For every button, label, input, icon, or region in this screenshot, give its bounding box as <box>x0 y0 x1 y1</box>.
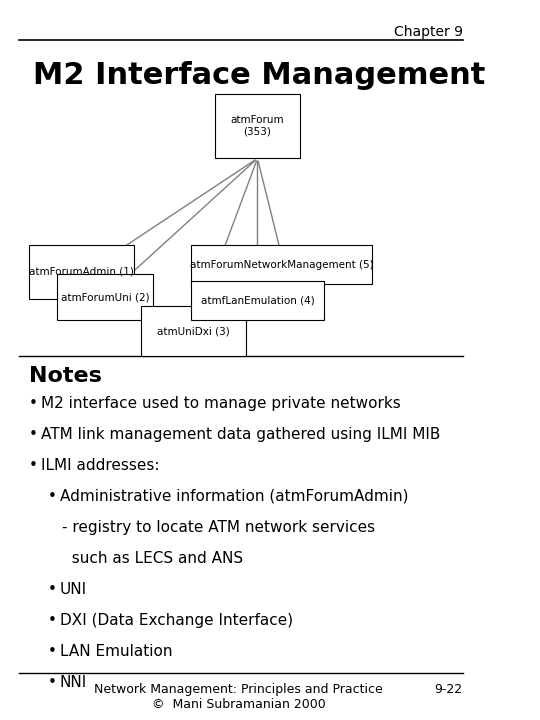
FancyBboxPatch shape <box>191 245 372 284</box>
Text: ATM link management data gathered using ILMI MIB: ATM link management data gathered using … <box>40 427 440 442</box>
Text: atmForumNetworkManagement (5): atmForumNetworkManagement (5) <box>190 260 373 269</box>
Text: •: • <box>48 644 57 659</box>
FancyBboxPatch shape <box>57 274 153 320</box>
Text: atmfLanEmulation (4): atmfLanEmulation (4) <box>201 296 314 305</box>
FancyBboxPatch shape <box>29 245 133 299</box>
Text: 9-22: 9-22 <box>434 683 463 696</box>
Text: •: • <box>29 396 37 411</box>
Text: ILMI addresses:: ILMI addresses: <box>40 458 159 473</box>
Text: atmForumAdmin (1): atmForumAdmin (1) <box>29 267 133 276</box>
Text: DXI (Data Exchange Interface): DXI (Data Exchange Interface) <box>59 613 293 628</box>
Text: atmForum
(353): atmForum (353) <box>231 115 284 137</box>
Text: •: • <box>48 582 57 597</box>
Text: atmForumUni (2): atmForumUni (2) <box>60 292 149 302</box>
Text: M2 interface used to manage private networks: M2 interface used to manage private netw… <box>40 396 400 411</box>
FancyBboxPatch shape <box>191 281 324 320</box>
Text: LAN Emulation: LAN Emulation <box>59 644 172 659</box>
Text: NNI: NNI <box>59 675 87 690</box>
Text: •: • <box>29 458 37 473</box>
Text: •: • <box>29 427 37 442</box>
Text: Notes: Notes <box>29 366 102 386</box>
Text: atmUniDxi (3): atmUniDxi (3) <box>157 326 230 336</box>
FancyBboxPatch shape <box>214 94 300 158</box>
Text: •: • <box>48 489 57 504</box>
Text: Administrative information (atmForumAdmin): Administrative information (atmForumAdmi… <box>59 489 408 504</box>
Text: UNI: UNI <box>59 582 87 597</box>
FancyBboxPatch shape <box>140 306 246 356</box>
Text: Chapter 9: Chapter 9 <box>394 25 463 39</box>
Text: - registry to locate ATM network services: - registry to locate ATM network service… <box>62 520 375 535</box>
Text: Network Management: Principles and Practice
©  Mani Subramanian 2000: Network Management: Principles and Pract… <box>94 683 383 711</box>
Text: •: • <box>48 613 57 628</box>
Text: •: • <box>48 675 57 690</box>
Text: such as LECS and ANS: such as LECS and ANS <box>62 551 243 566</box>
Text: M2 Interface Management: M2 Interface Management <box>33 61 486 90</box>
